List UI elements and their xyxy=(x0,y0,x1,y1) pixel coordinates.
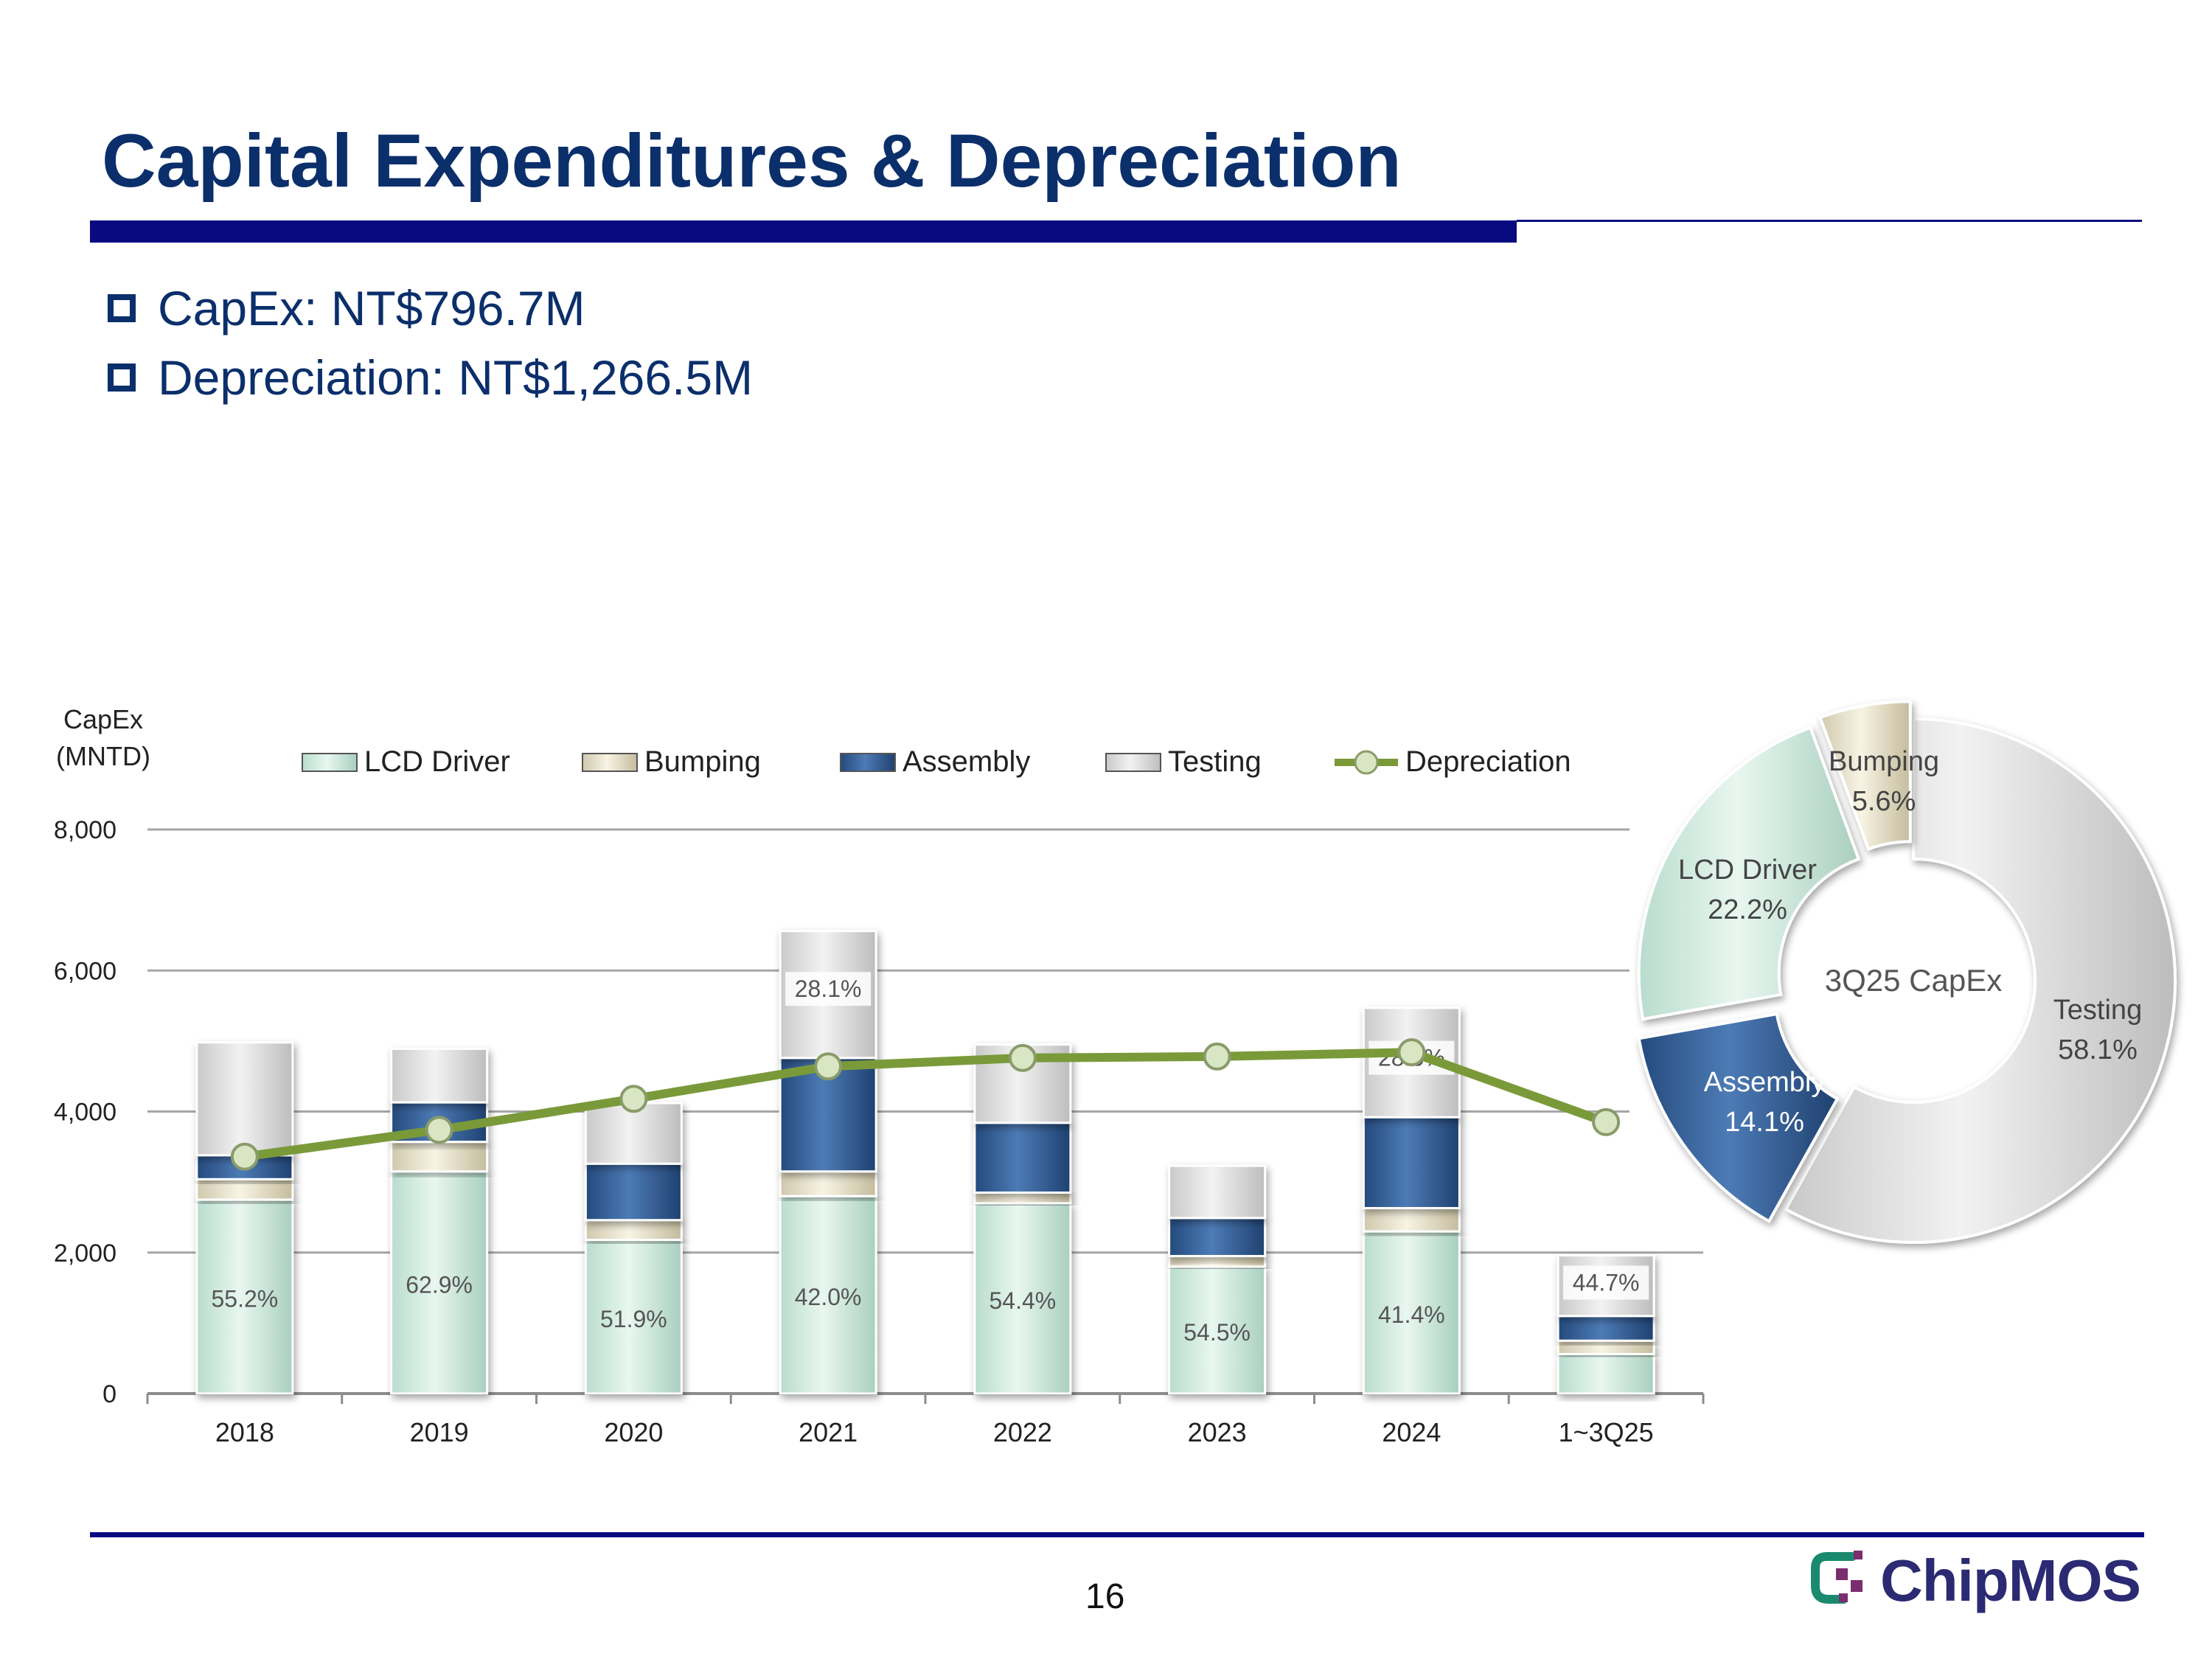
legend-swatch xyxy=(1105,753,1161,772)
x-tick-label: 2020 xyxy=(604,1417,663,1447)
donut-slice-lcd xyxy=(1637,726,1861,1021)
donut-slice-assembly xyxy=(1637,1012,1840,1223)
depreciation-point xyxy=(814,1052,843,1081)
bar-bump-2019 xyxy=(390,1141,489,1173)
bar-asm-1~3Q25 xyxy=(1557,1315,1655,1342)
bar-lcd-2018 xyxy=(195,1198,294,1395)
bar-test-2020 xyxy=(584,1102,683,1165)
bar-bump-2022 xyxy=(973,1191,1072,1205)
donut-label-bumping: Bumping xyxy=(1829,746,1939,777)
bar-lcd-2019 xyxy=(390,1170,489,1395)
legend-swatch xyxy=(582,753,638,772)
donut-slice-bumping xyxy=(1818,700,1912,852)
page-title: Capital Expenditures & Depreciation xyxy=(102,119,1402,203)
donut-label-testing: Testing xyxy=(2053,995,2142,1026)
lcd-share-label: 62.9% xyxy=(406,1271,473,1298)
checkbox-bullet-icon xyxy=(108,364,136,392)
depreciation-point xyxy=(1592,1107,1621,1136)
page-number: 16 xyxy=(1085,1577,1125,1616)
bar-bump-2021 xyxy=(779,1170,877,1197)
bar-test-2023 xyxy=(1168,1164,1267,1220)
bar-lcd-2022 xyxy=(973,1202,1072,1395)
depreciation-line xyxy=(244,1048,1608,1161)
bar-asm-2023 xyxy=(1168,1217,1267,1258)
legend-swatch xyxy=(302,753,358,772)
legend-label: Assembly xyxy=(902,745,1030,778)
depreciation-point xyxy=(1203,1042,1231,1071)
y-tick-label: 4,000 xyxy=(54,1099,116,1127)
bar-lcd-2021 xyxy=(779,1194,877,1395)
lcd-share-label: 41.4% xyxy=(1378,1301,1445,1328)
legend-label: Depreciation xyxy=(1405,745,1571,778)
donut-value-bumping: 5.6% xyxy=(1852,786,1916,817)
lcd-share-label: 54.5% xyxy=(1183,1319,1251,1346)
x-tick-label: 1~3Q25 xyxy=(1559,1417,1654,1447)
donut-center-title: 3Q25 CapEx xyxy=(1825,963,2002,998)
lcd-share-label: 55.2% xyxy=(212,1286,279,1312)
y-axis-title: CapEx xyxy=(63,704,143,734)
lcd-share-label: 42.0% xyxy=(795,1284,862,1310)
bullet-depreciation: Depreciation: NT$1,266.5M xyxy=(108,349,753,406)
donut-slice-testing xyxy=(1784,717,2177,1244)
bar-bump-1~3Q25 xyxy=(1557,1339,1655,1355)
depreciation-point xyxy=(1008,1043,1037,1072)
bar-bump-2020 xyxy=(584,1219,683,1242)
y-axis-title: (MNTD) xyxy=(56,741,150,771)
testing-share-label: 44.7% xyxy=(1573,1270,1640,1296)
bar-lcd-2020 xyxy=(584,1239,683,1395)
x-tick-label: 2019 xyxy=(410,1417,469,1447)
donut-value-lcd: 22.2% xyxy=(1708,894,1787,925)
bullet-depreciation-text: Depreciation: NT$1,266.5M xyxy=(158,350,754,405)
depreciation-point xyxy=(425,1116,453,1144)
x-tick-label: 2018 xyxy=(215,1417,274,1447)
bar-bump-2023 xyxy=(1168,1255,1267,1268)
x-tick-label: 2022 xyxy=(993,1417,1052,1447)
bullet-capex-text: CapEx: NT$796.7M xyxy=(158,281,585,335)
testing-label-bg xyxy=(785,972,872,1006)
testing-share-label: 28.1% xyxy=(795,975,862,1002)
bar-bump-2018 xyxy=(195,1178,294,1201)
y-tick-label: 8,000 xyxy=(54,816,116,844)
depreciation-point xyxy=(619,1085,648,1113)
x-tick-label: 2024 xyxy=(1382,1417,1441,1447)
depreciation-point xyxy=(230,1142,259,1171)
x-tick-label: 2021 xyxy=(799,1417,858,1447)
bar-asm-2020 xyxy=(584,1162,683,1222)
logo-text: ChipMOS xyxy=(1880,1548,2141,1613)
bar-bump-2024 xyxy=(1362,1207,1461,1233)
donut-label-lcd: LCD Driver xyxy=(1678,855,1817,886)
donut-value-testing: 58.1% xyxy=(2058,1034,2138,1065)
y-tick-label: 0 xyxy=(102,1380,116,1408)
y-tick-label: 2,000 xyxy=(54,1239,116,1267)
bar-asm-2024 xyxy=(1362,1116,1461,1210)
lcd-share-label: 54.4% xyxy=(990,1287,1057,1314)
title-rule-thin xyxy=(1517,220,2142,222)
chipmos-logo: ChipMOS xyxy=(1806,1547,2141,1615)
bar-test-2019 xyxy=(390,1047,489,1104)
title-rule-thick xyxy=(90,220,1517,243)
y-tick-label: 6,000 xyxy=(54,957,116,985)
bullet-capex: CapEx: NT$796.7M xyxy=(108,280,585,336)
lcd-share-label: 51.9% xyxy=(600,1306,667,1332)
depreciation-point xyxy=(1397,1038,1426,1067)
bar-asm-2022 xyxy=(973,1121,1072,1194)
donut-label-assembly: Assembly xyxy=(1704,1067,1826,1098)
legend-label: Testing xyxy=(1168,745,1262,778)
footer-rule xyxy=(90,1532,2144,1537)
legend-label: LCD Driver xyxy=(364,745,510,778)
legend-marker xyxy=(1354,750,1379,775)
testing-label-bg xyxy=(1563,1265,1649,1300)
bar-lcd-1~3Q25 xyxy=(1557,1352,1655,1395)
legend-swatch xyxy=(840,753,896,772)
donut-value-assembly: 14.1% xyxy=(1725,1107,1804,1138)
chipmos-logo-icon xyxy=(1811,1551,1863,1604)
legend-label: Bumping xyxy=(644,745,761,778)
bar-test-2018 xyxy=(195,1041,294,1157)
x-tick-label: 2023 xyxy=(1188,1417,1247,1447)
checkbox-bullet-icon xyxy=(108,294,136,322)
bar-lcd-2024 xyxy=(1362,1230,1461,1395)
